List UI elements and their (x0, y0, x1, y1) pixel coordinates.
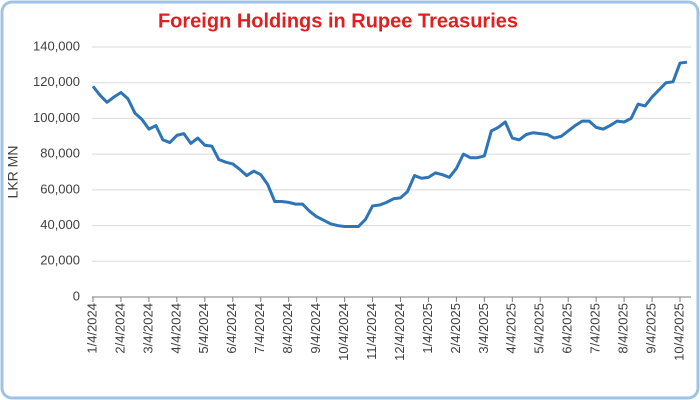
x-tick-label: 5/4/2025 (532, 303, 547, 354)
x-tick-label: 2/4/2024 (112, 303, 127, 354)
x-tick-label: 9/4/2024 (308, 303, 323, 354)
y-tick-label: 140,000 (33, 38, 80, 53)
x-tick-label: 8/4/2025 (616, 303, 631, 354)
x-tick-label: 4/4/2024 (168, 303, 183, 354)
x-tick-label: 2/4/2025 (448, 303, 463, 354)
x-tick-label: 4/4/2025 (504, 303, 519, 354)
y-tick-label: 60,000 (40, 181, 80, 196)
x-tick-label: 6/4/2024 (224, 303, 239, 354)
x-tick-label: 8/4/2024 (280, 303, 295, 354)
x-tick-label: 9/4/2025 (643, 303, 658, 354)
y-tick-label: 80,000 (40, 146, 80, 161)
x-tick-label: 10/4/2024 (336, 303, 351, 361)
y-tick-label: 100,000 (33, 110, 80, 125)
x-tick-label: 12/4/2024 (392, 303, 407, 361)
y-tick-label: 40,000 (40, 217, 80, 232)
x-tick-label: 7/4/2024 (252, 303, 267, 354)
x-tick-label: 3/4/2025 (476, 303, 491, 354)
chart-title: Foreign Holdings in Rupee Treasuries (158, 10, 518, 32)
y-axis-label: LKR MN (5, 146, 21, 199)
x-tick-label: 5/4/2024 (196, 303, 211, 354)
x-tick-label: 11/4/2024 (364, 303, 379, 360)
y-tick-label: 20,000 (40, 253, 80, 268)
y-tick-label: 0 (73, 288, 80, 303)
x-tick-label: 7/4/2025 (588, 303, 603, 354)
x-tick-label: 6/4/2025 (560, 303, 575, 354)
y-tick-label: 120,000 (33, 74, 80, 89)
x-tick-label: 1/4/2025 (420, 303, 435, 354)
data-line (91, 60, 688, 228)
x-tick-label: 1/4/2024 (84, 303, 99, 354)
x-tick-label: 3/4/2024 (140, 303, 155, 354)
x-tick-label: 10/4/2025 (671, 303, 686, 361)
